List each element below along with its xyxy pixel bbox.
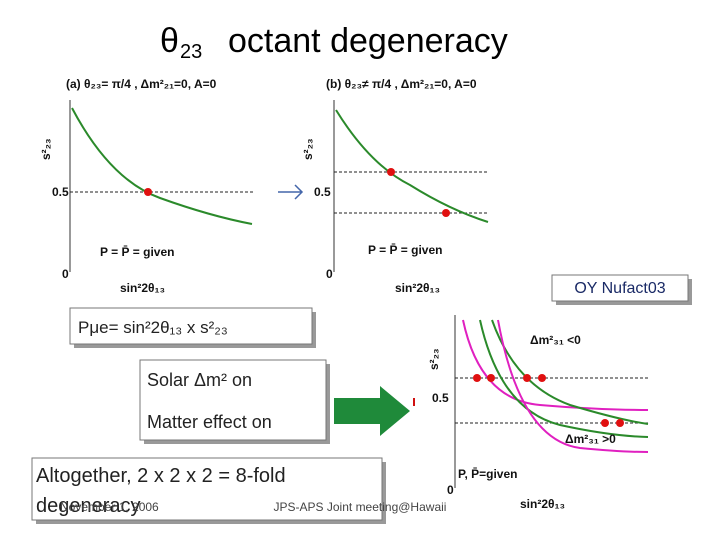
point (473, 374, 481, 382)
point (487, 374, 495, 382)
footer-date: November 1, 2006 (60, 500, 159, 514)
x-axis-label: sin²2θ₁₃ (520, 497, 565, 511)
footer-event: JPS-APS Joint meeting@Hawaii (274, 500, 447, 514)
curve (462, 319, 649, 411)
conclusion: Altogether, 2 x 2 x 2 = 8-fold (36, 465, 286, 487)
curve (71, 107, 253, 225)
box (31, 457, 383, 521)
formula: Pμe= sin²2θ₁₃ x s²₂₃ (78, 318, 228, 337)
title-symbol: θ (160, 22, 179, 60)
point (616, 419, 624, 427)
caption: P = P̄ = given (100, 245, 174, 259)
panel-label: (a) θ₂₃= π/4 , Δm²₂₁=0, A=0 (66, 77, 217, 91)
tick-label: 0 (447, 483, 454, 497)
title-subscript: 23 (180, 41, 202, 63)
tick-label: 0 (62, 267, 69, 281)
box (69, 307, 313, 345)
arrow (278, 184, 304, 200)
tick-label: 0 (326, 267, 333, 281)
condition: Solar Δm² on (147, 370, 252, 390)
arrow (334, 386, 410, 436)
point (442, 209, 450, 217)
caption: P, P̄=given (458, 467, 517, 481)
box (139, 359, 327, 441)
point (523, 374, 531, 382)
conclusion: degeneracy (36, 495, 141, 517)
y-axis-label: s²₂₃ (301, 138, 315, 160)
y-axis-label: s²₂₃ (427, 348, 441, 370)
annotation: Δm²₃₁ <0 (530, 333, 581, 347)
curve (491, 319, 649, 425)
point (601, 419, 609, 427)
reference: OY Nufact03 (574, 280, 665, 297)
title-text: octant degeneracy (228, 22, 508, 60)
tick-label: 0.5 (314, 185, 331, 199)
curve (497, 319, 649, 453)
tick-label: 0.5 (52, 185, 69, 199)
curve (479, 319, 649, 438)
box (551, 274, 689, 302)
point (387, 168, 395, 176)
point (144, 188, 152, 196)
caption: P = P̄ = given (368, 243, 442, 257)
y-axis-label: s²₂₃ (39, 138, 53, 160)
condition: Matter effect on (147, 412, 272, 432)
point (538, 374, 546, 382)
tick-label: 0.5 (432, 391, 449, 405)
x-axis-label: sin²2θ₁₃ (120, 281, 165, 295)
x-axis-label: sin²2θ₁₃ (395, 281, 440, 295)
panel-label: (b) θ₂₃≠ π/4 , Δm²₂₁=0, A=0 (326, 77, 477, 91)
annotation: Δm²₃₁ >0 (565, 432, 616, 446)
curve (335, 109, 489, 223)
